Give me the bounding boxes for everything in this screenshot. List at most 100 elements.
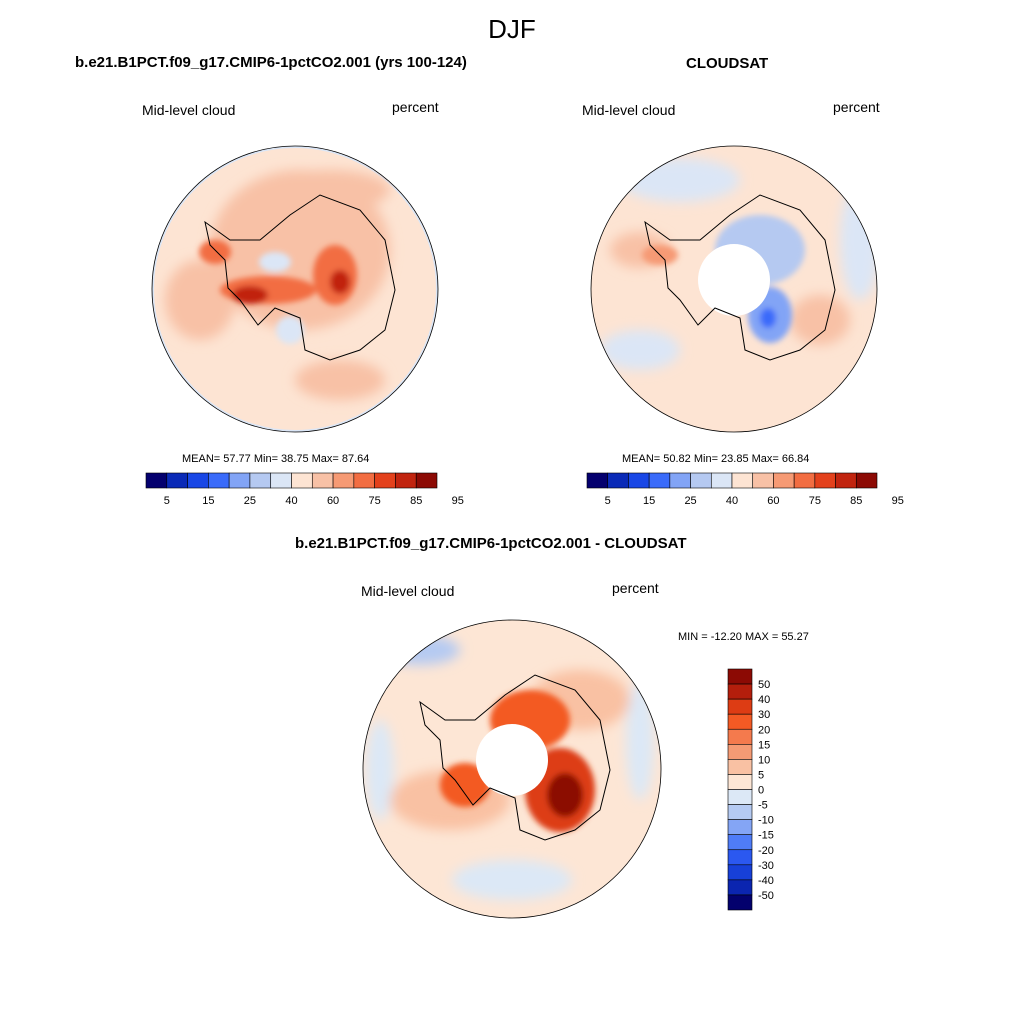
panel3-colorbar-tick-label: 10 — [758, 754, 770, 766]
panel3-outline — [362, 619, 662, 919]
panel1-colorbar-tick-label: 15 — [202, 495, 214, 507]
panel2-colorbar-box — [628, 472, 650, 489]
panel1-field-d — [270, 170, 390, 210]
panel1-outline — [151, 145, 439, 433]
panel3-colorbar-tick-label: -10 — [758, 815, 774, 827]
panel3-colorbar-box — [727, 683, 753, 700]
panel3-colorbar-box — [727, 804, 753, 820]
panel1-colorbar-box — [270, 472, 292, 489]
panel2-colorbar-tick-label: 95 — [892, 495, 904, 507]
panel3-colorbar-box — [727, 834, 753, 851]
panel2-map — [590, 145, 878, 433]
panel3-right-label: percent — [612, 580, 659, 596]
panel1-colorbar-box — [415, 472, 438, 489]
panel3-colorbar-tick-label: -50 — [758, 890, 774, 902]
panel2-field-c — [600, 330, 680, 370]
panel2-field-d — [790, 295, 850, 345]
panel3-colorbar-box — [727, 849, 753, 866]
panel3-coastline — [419, 674, 611, 841]
panel1-title: b.e21.B1PCT.f09_g17.CMIP6-1pctCO2.001 (y… — [75, 54, 467, 71]
panel1-colorbar-tick-label: 40 — [285, 495, 297, 507]
panel3-colorbar-tick-label: -5 — [758, 800, 768, 812]
panel1-field-c — [295, 360, 385, 400]
panel3-colorbar-tick-label: -40 — [758, 875, 774, 887]
panel3-colorbar-tick-label: 30 — [758, 709, 770, 721]
panel2-colorbar-box — [793, 472, 816, 489]
panel3-colorbar-tick-label: 50 — [758, 679, 770, 691]
panel3-colorbar-box — [727, 789, 753, 805]
panel2-colorbar: 5 15 25 40 60 75 85 95 — [586, 472, 904, 507]
panel3-field-d — [452, 860, 572, 900]
panel3-stats: MIN = -12.20 MAX = 55.27 — [678, 631, 809, 643]
panel2-field-b — [840, 180, 877, 300]
panel1-field-e — [220, 276, 316, 304]
panel2-field-a — [620, 158, 740, 202]
panel2-colorbar-tick-label: 5 — [605, 495, 611, 507]
panel3-colorbar-box — [727, 744, 753, 760]
panel3-colorbar-tick-label: 0 — [758, 785, 764, 797]
panel3-field-a — [380, 635, 460, 665]
panel1-colorbar-box — [311, 472, 334, 489]
panel1-field-k — [276, 316, 304, 344]
panel1-colorbar-tick-label: 75 — [369, 495, 381, 507]
panel3-colorbar-tick-label: -15 — [758, 830, 774, 842]
panel3-title: b.e21.B1PCT.f09_g17.CMIP6-1pctCO2.001 - … — [295, 535, 687, 552]
panel1-stats: MEAN= 57.77 Min= 38.75 Max= 87.64 — [182, 453, 370, 465]
panel1-colorbar-tick-label: 5 — [164, 495, 170, 507]
panel3-field-i — [547, 773, 583, 817]
panel3-pole-hole — [476, 724, 548, 796]
panel2-colorbar-box — [710, 472, 733, 489]
panel3-colorbar-tick-label: 15 — [758, 739, 770, 751]
panel1-colorbar-box — [332, 472, 355, 489]
figure-title: DJF — [488, 14, 536, 44]
panel3-colorbar-tick-label: -30 — [758, 860, 774, 872]
panel2-colorbar-tick-label: 25 — [684, 495, 696, 507]
panel3-colorbar-box — [727, 759, 753, 775]
panel3-colorbar-box — [727, 668, 753, 685]
panel3-colorbar-box — [727, 819, 753, 835]
panel3-colorbar-box — [727, 879, 753, 896]
panel3-left-label: Mid-level cloud — [361, 583, 455, 599]
panel2-colorbar-box — [731, 472, 754, 489]
panel2-left-label: Mid-level cloud — [582, 102, 676, 118]
panel1-field-j — [259, 252, 291, 272]
panel1-colorbar-box — [353, 472, 375, 489]
panel2-colorbar-box — [607, 472, 629, 489]
panel3-colorbar-tick-label: 5 — [758, 769, 764, 781]
panel3-colorbar-box — [727, 728, 753, 745]
panel1-colorbar-box — [228, 472, 251, 489]
panel2-colorbar-box — [752, 472, 774, 489]
panel3-colorbar-box — [727, 698, 753, 715]
panel2-colorbar-box — [773, 472, 795, 489]
panel1-colorbar-box — [374, 472, 396, 489]
panel2-colorbar-box — [648, 472, 671, 489]
panel2-colorbar-tick-label: 15 — [643, 495, 655, 507]
panel1-colorbar-tick-label: 60 — [327, 495, 339, 507]
panel1-colorbar-box — [145, 472, 168, 489]
panel1-colorbar-box — [187, 472, 209, 489]
panel2-outline — [590, 145, 878, 433]
panel2-right-label: percent — [833, 99, 880, 115]
panel3-colorbar-tick-label: 20 — [758, 724, 770, 736]
panel1-colorbar-box — [291, 472, 313, 489]
panel2-stats: MEAN= 50.82 Min= 23.85 Max= 66.84 — [622, 453, 810, 465]
panel2-colorbar-box — [835, 472, 857, 489]
panel2-pole-hole — [698, 244, 770, 316]
panel2-colorbar-box — [690, 472, 712, 489]
panel1-right-label: percent — [392, 99, 439, 115]
panel3-field-j — [440, 763, 490, 807]
panel1-map — [151, 145, 439, 433]
panel3-colorbar-tick-label: -20 — [758, 845, 774, 857]
panel1-field-b — [165, 260, 235, 340]
panel3-field-c — [626, 680, 654, 800]
panel1-colorbar-tick-label: 85 — [410, 495, 422, 507]
panel3-colorbar-box — [727, 774, 753, 790]
panel2-colorbar-box — [814, 472, 836, 489]
panel1-left-label: Mid-level cloud — [142, 102, 236, 118]
panel2-colorbar-tick-label: 40 — [726, 495, 738, 507]
panel3-colorbar-tick-label: 40 — [758, 694, 770, 706]
panel1-coastline — [204, 194, 396, 361]
panel1-colorbar-tick-label: 95 — [452, 495, 464, 507]
panel1-colorbar-tick-label: 25 — [244, 495, 256, 507]
